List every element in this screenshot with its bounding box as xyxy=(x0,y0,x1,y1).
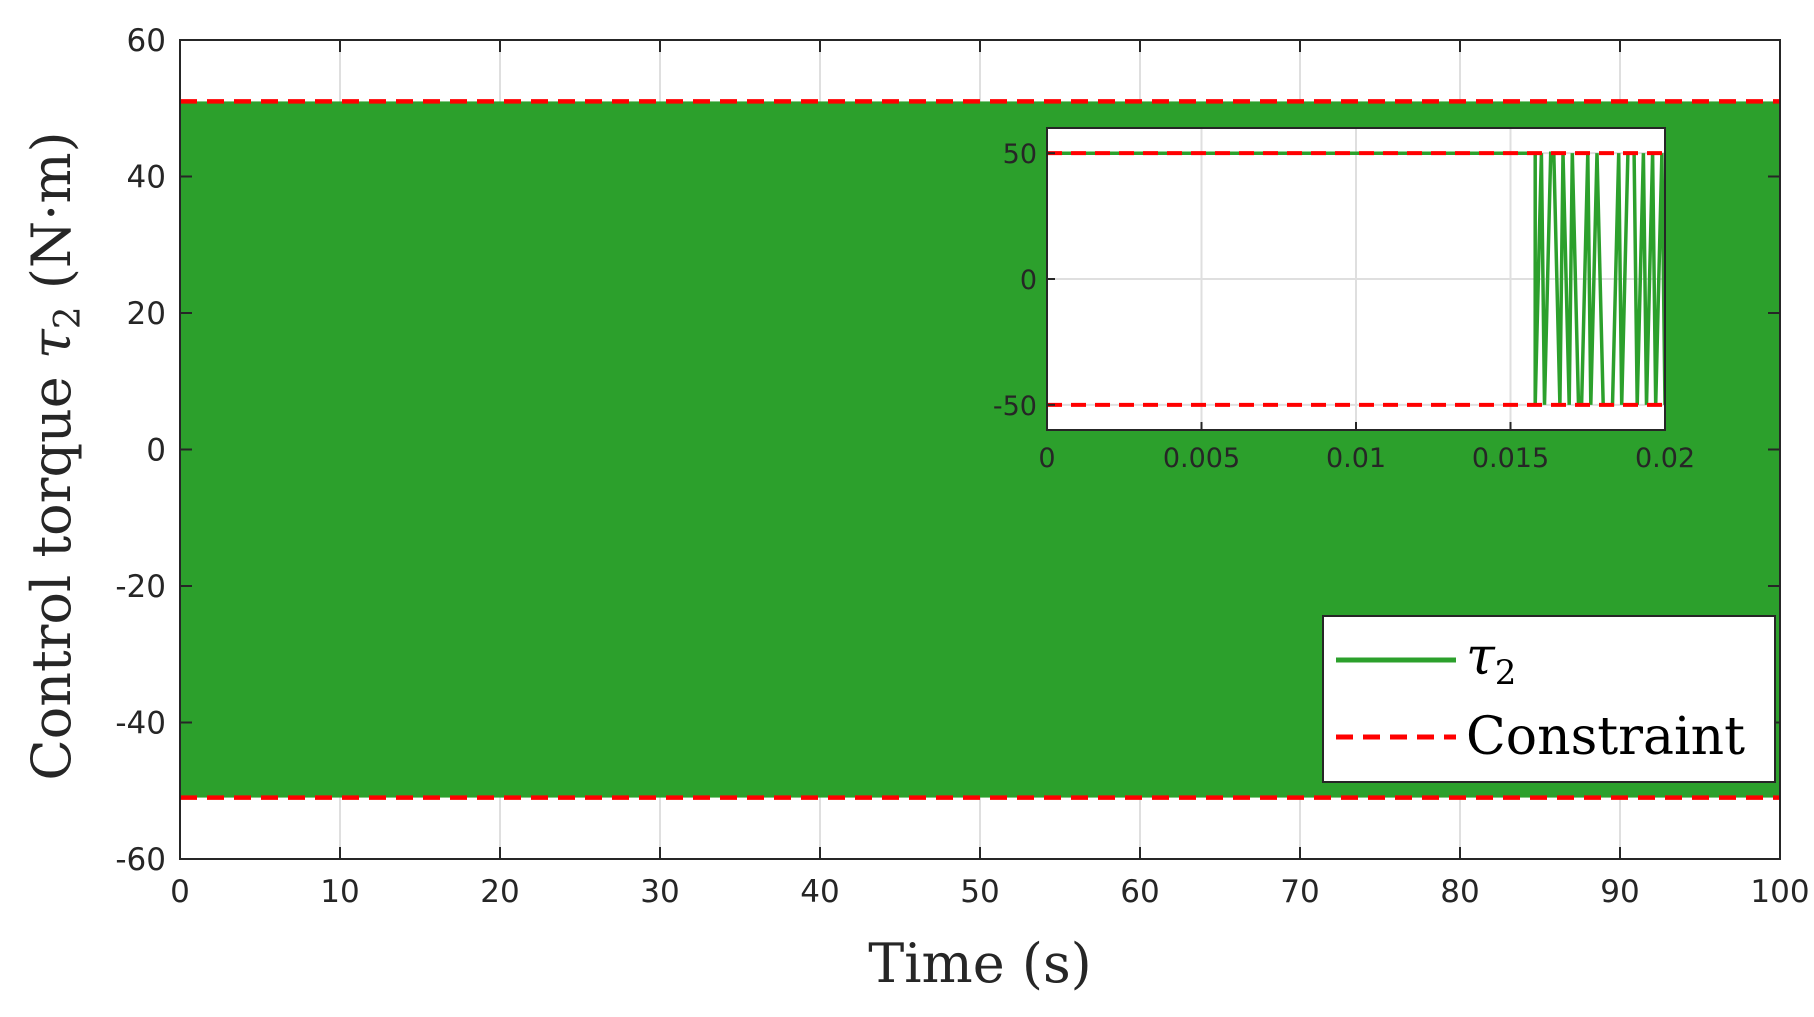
inset-x-tick-label: 0.01 xyxy=(1326,443,1386,474)
x-tick-label: 20 xyxy=(480,874,519,910)
y-axis-title-subscript: 2 xyxy=(48,306,89,329)
inset-x-tick-label: 0.02 xyxy=(1635,443,1695,474)
inset-x-tick-label: 0.005 xyxy=(1163,443,1240,474)
legend: τ2 Constraint xyxy=(1322,615,1776,783)
x-tick-label: 80 xyxy=(1440,874,1479,910)
x-tick-label: 30 xyxy=(640,874,679,910)
y-tick-label: 20 xyxy=(127,296,166,332)
y-axis-title-prefix: Control torque xyxy=(20,359,83,781)
x-tick-label: 0 xyxy=(170,874,190,910)
legend-box xyxy=(1322,615,1776,783)
inset-y-tick-label: -50 xyxy=(993,391,1037,422)
y-tick-label: -20 xyxy=(115,569,166,605)
inset-x-tick-label: 0.015 xyxy=(1472,443,1549,474)
y-axis-title-symbol: τ xyxy=(20,328,83,359)
y-tick-label: 40 xyxy=(127,160,166,196)
y-tick-label: -60 xyxy=(115,842,166,878)
inset-series-tau2 xyxy=(1047,151,1667,407)
y-axis-title-units: (N·m) xyxy=(20,131,83,306)
y-tick-label: -40 xyxy=(115,706,166,742)
y-tick-label: 60 xyxy=(127,23,166,59)
y-axis-title: Control torque τ2 (N·m) xyxy=(20,131,89,780)
y-tick-label: 0 xyxy=(146,433,166,469)
x-tick-label: 40 xyxy=(800,874,839,910)
legend-label-signal: τ2 xyxy=(1466,627,1516,693)
legend-label-constraint: Constraint xyxy=(1466,707,1745,767)
inset-y-tick-label: 0 xyxy=(1020,265,1037,296)
x-tick-label: 50 xyxy=(960,874,999,910)
legend-label-signal-symbol: τ xyxy=(1466,627,1496,687)
x-axis-title: Time (s) xyxy=(868,932,1091,995)
inset-x-tick-label: 0 xyxy=(1038,443,1055,474)
x-tick-label: 60 xyxy=(1120,874,1159,910)
inset-y-tick-label: 50 xyxy=(1003,139,1037,170)
x-tick-label: 10 xyxy=(320,874,359,910)
x-tick-label: 70 xyxy=(1280,874,1319,910)
legend-label-signal-subscript: 2 xyxy=(1495,653,1517,693)
x-tick-label: 100 xyxy=(1750,874,1809,910)
inset-series xyxy=(1047,151,1667,407)
x-tick-label: 90 xyxy=(1600,874,1639,910)
